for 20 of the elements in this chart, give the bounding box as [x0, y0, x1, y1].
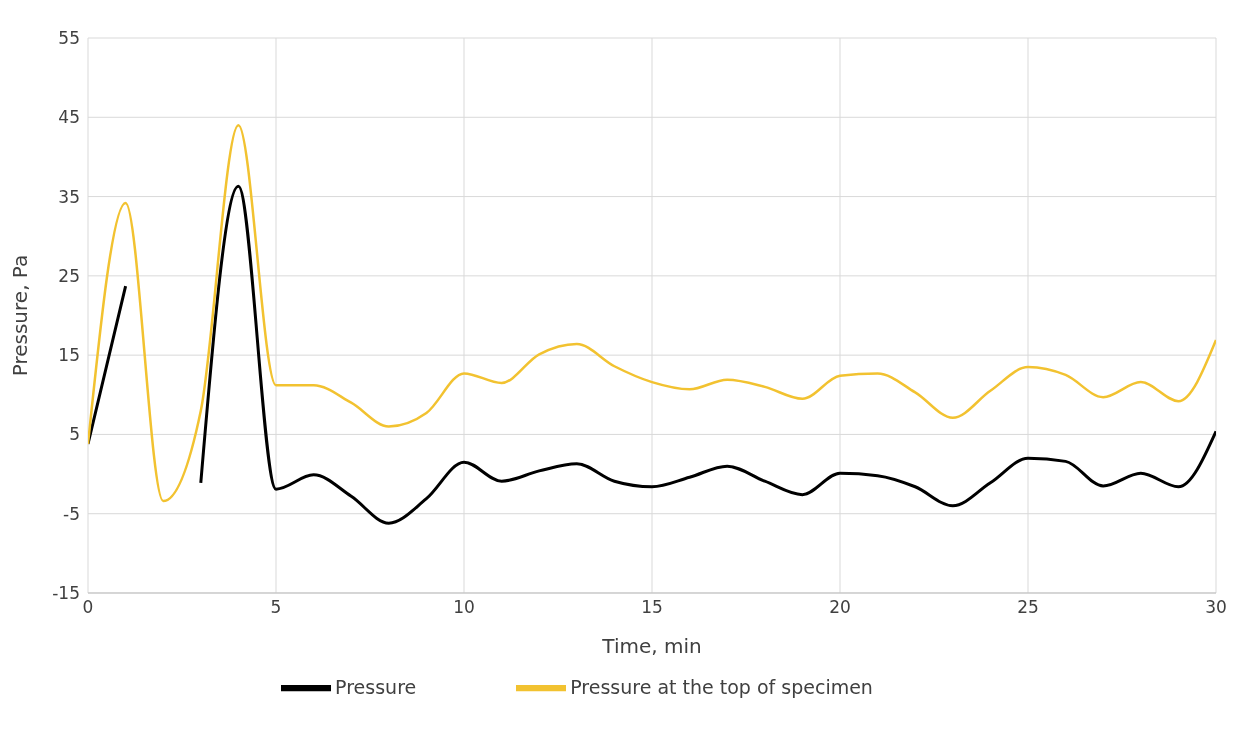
y-tick-label: -5 [63, 503, 80, 524]
x-tick-label: 10 [453, 597, 475, 618]
x-tick-label: 15 [641, 597, 663, 618]
x-tick-label: 5 [270, 597, 282, 618]
legend-label: Pressure [335, 675, 417, 698]
y-tick-label: 45 [58, 107, 80, 128]
x-tick-label: 0 [82, 597, 94, 618]
legend-label: Pressure at the top of specimen [570, 675, 873, 698]
y-tick-label: 35 [58, 186, 80, 207]
y-axis-title: Pressure, Pa [8, 254, 33, 377]
line-series [88, 123, 1216, 503]
x-tick-label: 25 [1017, 597, 1039, 618]
y-tick-label: 15 [58, 345, 80, 366]
x-tick-label: 20 [829, 597, 851, 618]
y-tick-label: 25 [58, 265, 80, 286]
y-tick-label: 55 [58, 28, 80, 49]
y-tick-label: 5 [69, 424, 80, 445]
x-axis-title: Time, min [601, 634, 702, 658]
x-tick-label: 30 [1205, 597, 1227, 618]
y-tick-label: -15 [52, 583, 80, 604]
